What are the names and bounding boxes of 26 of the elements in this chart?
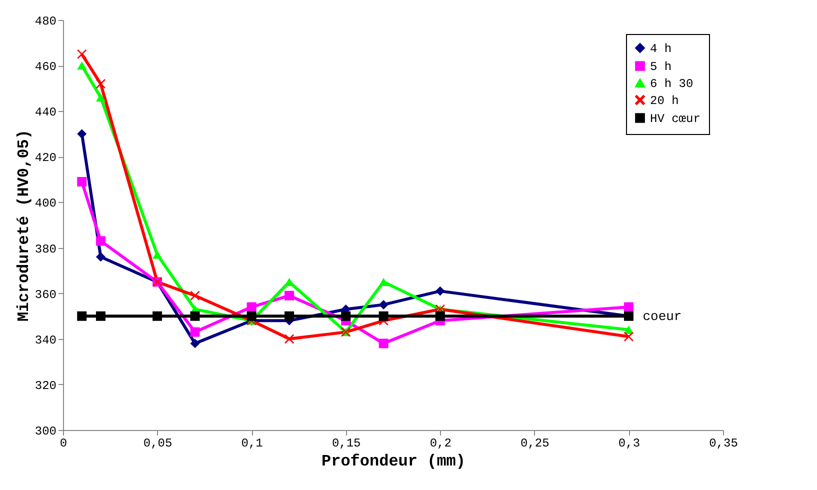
- y-tick-label: 420: [34, 151, 56, 166]
- x-tick-label: 0,05: [143, 436, 172, 450]
- y-tick-label: 480: [34, 14, 56, 28]
- x-tick-label: 0,35: [709, 436, 738, 450]
- y-tick-label: 440: [34, 106, 56, 120]
- y-tick-label: 400: [34, 196, 56, 211]
- y-tick-label: 460: [34, 60, 56, 74]
- x-tick-label: 0: [60, 436, 68, 450]
- y-tick-label: 300: [34, 424, 56, 438]
- x-tick-label: 0,3: [618, 436, 640, 450]
- legend-label: 20 h: [650, 94, 679, 108]
- annotation: coeur: [642, 309, 682, 324]
- x-axis-title: Profondeur (mm): [321, 452, 466, 470]
- x-tick-label: 0,15: [332, 436, 361, 450]
- legend-label: 6 h 30: [650, 77, 694, 91]
- y-tick-label: 320: [34, 378, 56, 393]
- legend-label: HV cœur: [650, 112, 700, 126]
- x-tick-label: 0,1: [241, 436, 263, 450]
- legend-label: 4 h: [650, 42, 672, 56]
- y-tick-label: 360: [34, 288, 56, 302]
- y-axis-title: Microdureté (HV0,05): [14, 129, 33, 322]
- legend-label: 5 h: [650, 60, 672, 74]
- y-tick-label: 340: [34, 333, 56, 348]
- x-tick-label: 0,2: [430, 436, 452, 450]
- y-tick-label: 380: [34, 242, 56, 256]
- x-tick-label: 0,25: [520, 436, 550, 450]
